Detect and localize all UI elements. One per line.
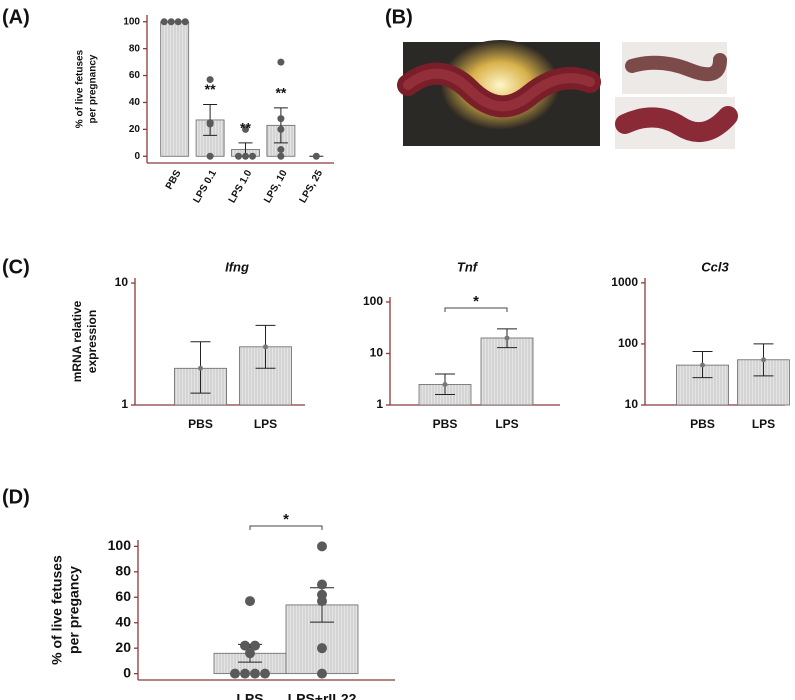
data-point — [317, 541, 327, 552]
y-tick-label: 10 — [625, 397, 639, 411]
y-tick-label: 60 — [115, 588, 131, 604]
y-tick-label: 20 — [115, 639, 131, 655]
x-tick-label: PBS — [188, 417, 213, 431]
x-tick-label: LPS — [236, 691, 263, 700]
mean-marker — [198, 365, 203, 371]
data-point — [242, 125, 249, 133]
data-point — [160, 18, 168, 26]
y-tick-label: 60 — [129, 70, 141, 81]
significance: ** — [275, 85, 286, 101]
y-tick-label: 10 — [115, 275, 129, 289]
data-point — [249, 152, 256, 160]
x-tick-label: LPS+rIL22 — [288, 691, 357, 700]
y-tick-label: 40 — [129, 97, 141, 108]
data-point — [277, 146, 285, 154]
data-point — [260, 668, 270, 679]
data-point — [277, 58, 285, 66]
data-point — [206, 152, 214, 160]
significance-bracket — [444, 307, 508, 312]
data-point — [174, 18, 182, 26]
x-tick-label: PBS — [690, 417, 715, 431]
y-axis-label: % of live fetuses — [49, 555, 65, 665]
y-tick-label: 40 — [115, 613, 131, 629]
y-tick-label: 0 — [134, 151, 140, 162]
data-point — [230, 668, 240, 679]
data-point — [167, 18, 175, 26]
chart-title: Ccl3 — [701, 259, 729, 274]
data-point — [240, 640, 250, 651]
bar — [160, 21, 190, 157]
data-point — [181, 18, 189, 26]
significance: * — [283, 511, 289, 528]
data-point — [235, 152, 242, 160]
y-tick-label: 10 — [370, 346, 384, 360]
significance: ** — [240, 120, 251, 136]
chart-title: Ifng — [225, 259, 249, 274]
y-tick-label: 20 — [129, 124, 141, 135]
x-tick-label: LPS 0.1 — [191, 168, 219, 205]
y-tick-label: 100 — [618, 336, 638, 350]
y-tick-label: 0 — [123, 664, 131, 680]
x-tick-label: LPS, 10 — [262, 168, 290, 205]
panel-label: (C) — [2, 256, 30, 278]
x-tick-label: LPS — [752, 417, 775, 431]
x-tick-label: LPS, 25 — [298, 168, 326, 205]
y-tick-label: 1000 — [611, 275, 638, 289]
x-tick-label: PBS — [433, 417, 458, 431]
error-bar — [273, 107, 288, 144]
data-point — [317, 579, 327, 590]
x-tick-label: PBS — [164, 168, 184, 192]
y-tick-label: 80 — [115, 563, 131, 579]
chart-title: Tnf — [457, 259, 479, 274]
data-point — [240, 668, 250, 679]
mean-marker — [700, 362, 705, 368]
photo-uterus-small — [615, 42, 738, 149]
x-tick-label: LPS — [495, 417, 518, 431]
data-point — [206, 120, 214, 128]
mean-marker — [442, 382, 448, 388]
x-tick-label: LPS 1.0 — [227, 168, 255, 205]
significance-bracket — [249, 525, 323, 530]
data-point — [250, 640, 260, 651]
mean-marker — [263, 344, 268, 350]
panel-label: (A) — [2, 6, 30, 28]
data-point — [277, 125, 285, 133]
data-point — [245, 648, 255, 659]
y-tick-label: 100 — [108, 537, 132, 553]
mean-marker — [761, 357, 766, 363]
y-axis-label: expression — [85, 310, 99, 373]
bar — [480, 337, 534, 406]
y-axis-label: mRNA relative — [70, 300, 84, 382]
photo-uterus — [397, 40, 601, 146]
significance: ** — [205, 81, 216, 97]
data-point — [312, 152, 320, 160]
y-axis-label: per pregnancy — [88, 54, 99, 123]
panel-label: (D) — [2, 486, 30, 508]
data-point — [317, 643, 327, 654]
y-tick-label: 80 — [129, 43, 141, 54]
data-point — [242, 152, 249, 160]
y-tick-label: 100 — [123, 16, 140, 27]
data-point — [277, 115, 285, 123]
data-point — [317, 596, 327, 607]
significance: * — [473, 293, 479, 310]
data-point — [250, 668, 260, 679]
data-point — [277, 152, 285, 160]
x-tick-label: LPS — [254, 417, 277, 431]
mean-marker — [504, 335, 510, 341]
y-axis-label: % of live fetuses — [75, 49, 86, 128]
data-point — [206, 76, 214, 84]
panel-label: (B) — [385, 6, 413, 28]
data-point — [245, 596, 255, 607]
data-point — [317, 668, 327, 679]
y-tick-label: 1 — [121, 397, 128, 411]
y-tick-label: 100 — [363, 294, 383, 308]
y-tick-label: 1 — [376, 397, 383, 411]
y-axis-label: per pregancy — [66, 566, 82, 654]
